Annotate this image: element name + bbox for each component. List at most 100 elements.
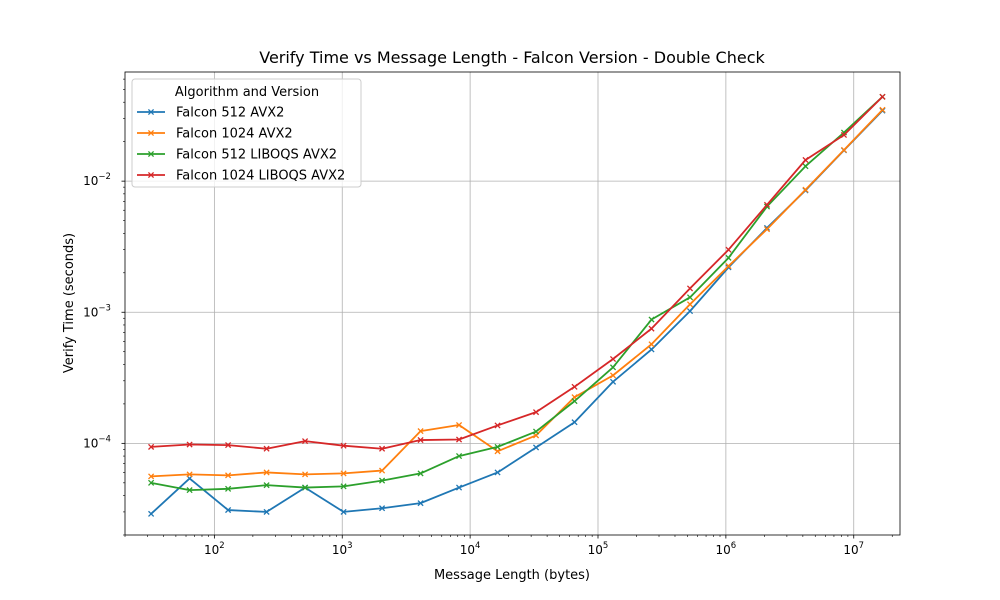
data-point bbox=[494, 443, 501, 450]
data-point bbox=[686, 285, 694, 292]
legend-marker bbox=[147, 129, 155, 137]
data-point bbox=[609, 378, 617, 385]
data-point bbox=[186, 471, 193, 478]
data-point bbox=[648, 341, 655, 348]
data-point bbox=[494, 469, 501, 476]
data-point bbox=[455, 484, 463, 491]
data-point bbox=[263, 445, 270, 452]
series-line bbox=[151, 109, 884, 478]
data-point bbox=[263, 482, 270, 489]
data-point bbox=[263, 508, 270, 515]
x-axis-label: Message Length (bytes) bbox=[434, 568, 590, 583]
legend-label: Falcon 1024 AVX2 bbox=[176, 127, 293, 142]
data-point bbox=[648, 346, 655, 353]
data-point bbox=[879, 93, 886, 100]
data-point bbox=[263, 469, 270, 476]
legend-box bbox=[131, 78, 362, 188]
legend-entry: Falcon 1024 AVX2 bbox=[137, 127, 293, 142]
x-tick-label: 105 bbox=[588, 541, 609, 557]
x-tick-label: 104 bbox=[460, 541, 481, 557]
data-point bbox=[225, 472, 232, 479]
series-4 bbox=[148, 93, 886, 452]
y-axis-label: Verify Time (seconds) bbox=[62, 233, 77, 373]
data-point bbox=[725, 254, 732, 261]
plot-frame bbox=[124, 71, 901, 536]
data-point bbox=[648, 316, 655, 323]
data-point bbox=[302, 484, 309, 491]
data-point bbox=[302, 471, 309, 478]
y-tick-label: 10−3 bbox=[83, 303, 111, 319]
data-point bbox=[417, 436, 424, 444]
data-point bbox=[532, 409, 540, 416]
data-point bbox=[417, 470, 424, 477]
data-point bbox=[379, 445, 386, 452]
data-point bbox=[186, 441, 193, 448]
data-point bbox=[379, 477, 386, 484]
data-point bbox=[686, 308, 694, 315]
data-point bbox=[379, 467, 386, 474]
data-point bbox=[725, 263, 732, 270]
x-tick-label: 103 bbox=[332, 541, 353, 557]
data-point bbox=[686, 294, 694, 301]
legend-label: Falcon 512 AVX2 bbox=[176, 106, 284, 121]
data-point bbox=[340, 470, 347, 477]
y-tick-label: 10−4 bbox=[83, 434, 111, 450]
chart-title: Verify Time vs Message Length - Falcon V… bbox=[259, 48, 765, 67]
data-point bbox=[532, 444, 540, 451]
data-point bbox=[455, 453, 463, 460]
data-point bbox=[571, 383, 578, 390]
data-point bbox=[148, 473, 155, 480]
data-point bbox=[571, 419, 578, 426]
legend-marker bbox=[147, 108, 155, 116]
data-point bbox=[802, 186, 809, 193]
data-point bbox=[417, 428, 424, 435]
data-point bbox=[186, 487, 193, 494]
data-point bbox=[609, 372, 617, 379]
y-tick-label: 10−2 bbox=[83, 172, 111, 188]
x-tick-label: 102 bbox=[204, 541, 225, 557]
data-point bbox=[648, 325, 655, 332]
x-tick-label: 106 bbox=[716, 541, 737, 557]
series-2 bbox=[148, 106, 886, 480]
data-point bbox=[148, 479, 155, 486]
legend-label: Falcon 1024 LIBOQS AVX2 bbox=[176, 169, 345, 184]
data-point bbox=[340, 442, 347, 449]
series-line bbox=[150, 96, 884, 492]
legend-entry: Falcon 512 LIBOQS AVX2 bbox=[137, 148, 337, 163]
data-point bbox=[148, 510, 155, 517]
data-point bbox=[225, 442, 232, 449]
x-tick-label: 107 bbox=[843, 541, 864, 557]
data-point bbox=[340, 508, 347, 515]
data-point bbox=[225, 506, 232, 514]
data-point bbox=[379, 505, 386, 512]
data-point bbox=[763, 203, 771, 210]
legend-label: Falcon 512 LIBOQS AVX2 bbox=[176, 148, 337, 163]
data-point bbox=[494, 448, 501, 455]
legend-entry: Falcon 1024 LIBOQS AVX2 bbox=[137, 169, 345, 184]
data-point bbox=[225, 485, 232, 492]
legend-title: Algorithm and Version bbox=[175, 85, 319, 100]
legend: Algorithm and Version Falcon 512 AVX2 Fal… bbox=[131, 78, 362, 188]
data-point bbox=[763, 201, 771, 208]
data-point bbox=[802, 156, 809, 164]
data-point bbox=[763, 226, 771, 233]
axis-ticks: 102 103 104 105 106 107 10−4 10−3 10−2 bbox=[83, 78, 893, 557]
legend-marker bbox=[147, 150, 155, 158]
data-point bbox=[302, 438, 309, 445]
data-point bbox=[840, 131, 848, 139]
data-point bbox=[455, 421, 463, 429]
grid bbox=[125, 72, 900, 535]
series-group bbox=[148, 93, 886, 517]
data-point bbox=[725, 246, 732, 253]
legend-marker bbox=[147, 171, 155, 179]
data-point bbox=[571, 398, 578, 405]
data-point bbox=[532, 428, 540, 435]
data-point bbox=[879, 106, 886, 113]
data-point bbox=[148, 443, 155, 450]
data-point bbox=[340, 483, 347, 490]
series-line bbox=[151, 96, 884, 450]
data-point bbox=[417, 500, 424, 507]
data-point bbox=[686, 301, 694, 308]
data-point bbox=[609, 355, 617, 363]
